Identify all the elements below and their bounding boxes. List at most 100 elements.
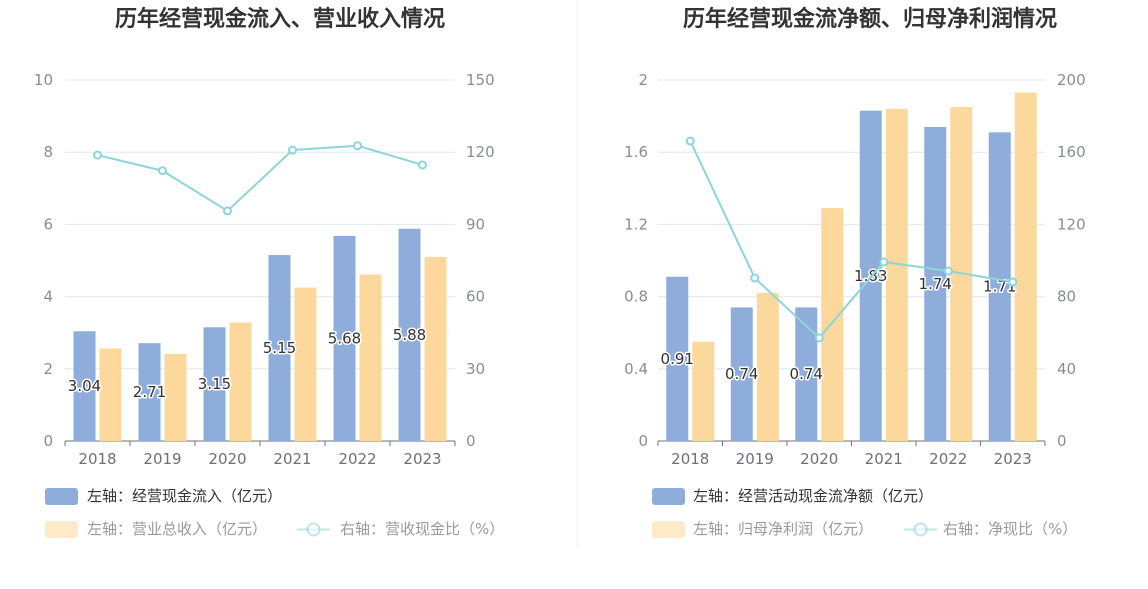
x-tick-label: 2022 <box>338 450 376 468</box>
y-left-tick-label: 1.6 <box>624 143 648 161</box>
bar <box>424 256 447 441</box>
line-point <box>879 257 889 267</box>
y-left-tick-label: 0.8 <box>624 288 648 306</box>
x-tick-label: 2020 <box>800 450 838 468</box>
data-label: 0.74 <box>790 365 823 383</box>
bar <box>1014 92 1037 441</box>
chart-cash-inflow-revenue: 历年经营现金流入、营业收入情况 0 2 4 6 8 10 0 30 60 90 120 150 2018… <box>34 6 504 538</box>
line-point <box>288 145 297 155</box>
bar <box>203 327 226 441</box>
bar <box>164 353 187 441</box>
legend: 左轴：经营活动现金流净额（亿元） 左轴：归母净利润（亿元） 右轴：净现比（%） <box>652 487 1077 538</box>
legend-label: 右轴：净现比（%） <box>943 520 1077 538</box>
x-tick-label: 2019 <box>143 450 181 468</box>
bar <box>99 348 122 441</box>
legend: 左轴：经营现金流入（亿元） 左轴：营业总收入（亿元） 右轴：营收现金比（%） <box>45 487 504 538</box>
line-point <box>93 150 102 160</box>
chart-net-cash-flow-net-profit: 历年经营现金流净额、归母净利润情况 0 0.4 0.8 1.2 1.6 2 0 40 80 120… <box>624 6 1086 538</box>
y-left-tick-label: 6 <box>43 215 53 233</box>
data-label: 0.91 <box>661 350 694 368</box>
legend-item-total-revenue[interactable]: 左轴：营业总收入（亿元） <box>45 520 267 538</box>
chart-title: 历年经营现金流净额、归母净利润情况 <box>683 6 1057 32</box>
legend-label: 左轴：营业总收入（亿元） <box>87 520 267 538</box>
legend-swatch <box>45 488 78 505</box>
y-right-tick-label: 90 <box>466 215 485 233</box>
y-right-tick-label: 0 <box>1057 432 1067 450</box>
legend-swatch <box>652 521 685 538</box>
data-label: 5.68 <box>328 329 361 347</box>
x-tick-label: 2023 <box>994 450 1032 468</box>
chart-title: 历年经营现金流入、营业收入情况 <box>115 6 445 32</box>
x-tick-label: 2018 <box>78 450 116 468</box>
line-point <box>943 266 953 276</box>
series-line <box>689 140 1013 339</box>
y-right-tick-label: 160 <box>1057 143 1086 161</box>
plot-area: 0 0.4 0.8 1.2 1.6 2 0 40 80 120 160 200 2018 2019 2020… <box>624 71 1086 468</box>
bar <box>692 341 715 441</box>
line-point <box>814 333 824 343</box>
bar <box>398 228 421 441</box>
y-right-tick-label: 150 <box>466 71 495 89</box>
data-label: 3.04 <box>68 377 101 395</box>
line-point <box>685 136 695 146</box>
line-point <box>750 273 760 283</box>
bar <box>821 208 844 441</box>
x-tick-label: 2018 <box>671 450 709 468</box>
bar <box>666 276 689 441</box>
plot-area: 0 2 4 6 8 10 0 30 60 90 120 150 2018 2019 2020 2021 2022… <box>34 71 495 468</box>
data-label: 3.15 <box>198 375 231 393</box>
legend-item-net-cash-ratio[interactable]: 右轴：净现比（%） <box>904 520 1077 538</box>
bar <box>730 307 753 441</box>
bar <box>924 126 947 442</box>
legend-item-operating-cash-inflow[interactable]: 左轴：经营现金流入（亿元） <box>45 487 282 505</box>
data-label: 5.88 <box>393 326 426 344</box>
bar <box>73 331 96 441</box>
data-label: 0.74 <box>725 365 758 383</box>
line-point <box>1008 277 1018 287</box>
legend-label: 右轴：营收现金比（%） <box>340 520 504 538</box>
legend-label: 左轴：归母净利润（亿元） <box>693 520 873 538</box>
legend-item-net-profit[interactable]: 左轴：归母净利润（亿元） <box>652 520 873 538</box>
y-right-tick-label: 40 <box>1057 360 1076 378</box>
y-left-tick-label: 10 <box>34 71 53 89</box>
data-label: 1.74 <box>919 275 952 293</box>
x-tick-label: 2020 <box>208 450 246 468</box>
x-tick-label: 2019 <box>736 450 774 468</box>
bar <box>138 343 161 441</box>
legend-item-net-operating-cash-flow[interactable]: 左轴：经营活动现金流净额（亿元） <box>652 487 933 505</box>
data-label: 2.71 <box>133 383 166 401</box>
legend-marker-swatch <box>913 522 928 537</box>
y-left-tick-label: 4 <box>43 288 53 306</box>
bar <box>756 292 779 441</box>
y-right-tick-label: 80 <box>1057 288 1076 306</box>
line-point <box>418 160 427 170</box>
bar <box>294 287 317 441</box>
legend-swatch <box>652 488 685 505</box>
y-left-tick-label: 2 <box>43 360 53 378</box>
y-right-tick-label: 120 <box>1057 215 1086 233</box>
y-right-tick-label: 30 <box>466 360 485 378</box>
y-right-tick-label: 200 <box>1057 71 1086 89</box>
bar <box>268 255 291 441</box>
bar <box>885 108 908 441</box>
legend-item-revenue-cash-ratio[interactable]: 右轴：营收现金比（%） <box>297 520 504 538</box>
y-left-tick-label: 0 <box>638 432 648 450</box>
y-left-tick-label: 0 <box>43 432 53 450</box>
bar <box>988 132 1011 441</box>
y-right-tick-label: 60 <box>466 288 485 306</box>
legend-swatch <box>45 521 78 538</box>
series-line <box>97 144 423 212</box>
line-point <box>353 141 362 151</box>
line-point <box>223 206 232 216</box>
x-tick-label: 2022 <box>929 450 967 468</box>
bar <box>359 274 382 441</box>
bar <box>229 322 252 441</box>
y-left-tick-label: 1.2 <box>624 215 648 233</box>
y-left-tick-label: 8 <box>43 143 53 161</box>
x-tick-label: 2021 <box>273 450 311 468</box>
data-label: 5.15 <box>263 339 296 357</box>
x-tick-label: 2023 <box>403 450 441 468</box>
y-right-tick-label: 120 <box>466 143 495 161</box>
x-tick-label: 2021 <box>865 450 903 468</box>
